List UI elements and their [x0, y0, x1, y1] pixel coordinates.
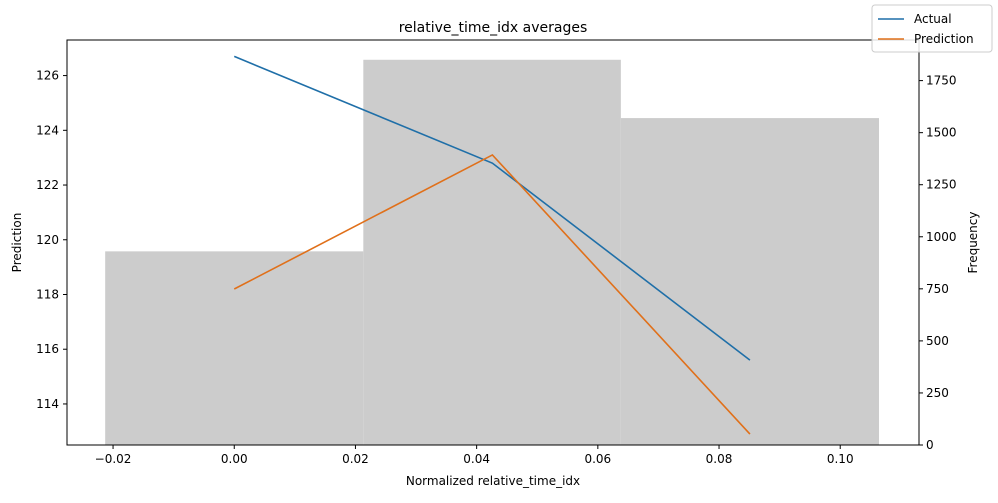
y-axis-right: 0 250 500 750 1000 1250 1500 1750 — [919, 74, 957, 452]
y-tick-label: 122 — [36, 178, 59, 192]
histogram-bars — [105, 59, 880, 445]
x-tick-label: 0.10 — [827, 452, 854, 466]
legend-label-actual: Actual — [914, 12, 952, 26]
histogram-bar-2 — [620, 118, 880, 445]
y2-tick-label: 1500 — [926, 126, 957, 140]
y2-tick-label: 1250 — [926, 178, 957, 192]
legend-box — [871, 4, 993, 53]
x-tick-label: 0.08 — [706, 452, 733, 466]
plot-frame — [66, 39, 920, 446]
y-tick-label: 126 — [36, 69, 59, 83]
x-tick-label: 0.00 — [221, 452, 248, 466]
x-tick-label: 0.06 — [584, 452, 611, 466]
histogram-bar-1 — [363, 59, 621, 445]
y-tick-label: 114 — [36, 397, 59, 411]
y-axis-label: Prediction — [10, 213, 24, 273]
y2-axis-label: Frequency — [966, 212, 980, 274]
legend-label-prediction: Prediction — [914, 32, 974, 46]
y2-tick-label: 1000 — [926, 230, 957, 244]
y-tick-label: 120 — [36, 233, 59, 247]
series-line-prediction — [233, 153, 751, 435]
x-axis-label: Normalized relative_time_idx — [406, 474, 580, 488]
x-axis: −0.02 0.00 0.02 0.04 0.06 0.08 0.10 — [95, 445, 854, 466]
chart-title: relative_time_idx averages — [399, 20, 588, 36]
x-tick-label: 0.04 — [463, 452, 490, 466]
histogram-bar-0 — [105, 251, 364, 445]
series-line-actual — [233, 55, 751, 361]
x-tick-label: −0.02 — [95, 452, 132, 466]
y-tick-label: 116 — [36, 342, 59, 356]
y-tick-label: 124 — [36, 123, 59, 137]
series-lines — [233, 55, 751, 435]
y2-tick-label: 0 — [926, 438, 934, 452]
legend: Actual Prediction — [871, 4, 993, 53]
y2-tick-label: 250 — [926, 386, 949, 400]
y-tick-label: 118 — [36, 287, 59, 301]
x-tick-label: 0.02 — [342, 452, 369, 466]
y-axis-left: 114 116 118 120 122 124 126 — [36, 69, 67, 411]
y2-tick-label: 750 — [926, 282, 949, 296]
y2-tick-label: 500 — [926, 334, 949, 348]
y2-tick-label: 1750 — [926, 74, 957, 88]
